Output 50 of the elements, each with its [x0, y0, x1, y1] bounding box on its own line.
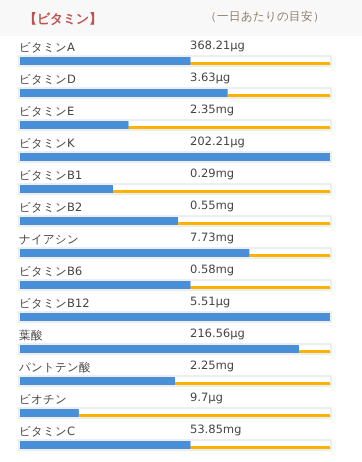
annotation: 7.73mg — [190, 230, 234, 244]
bar — [20, 249, 250, 257]
bar — [20, 281, 190, 289]
bar — [190, 62, 330, 65]
bar — [228, 94, 330, 97]
y-tick-label: ナイアシン — [19, 232, 79, 246]
annotation: 5.51μg — [190, 294, 230, 308]
bar — [20, 217, 178, 225]
bar — [20, 185, 113, 193]
y-tick-label: パントテン酸 — [18, 360, 91, 374]
annotation: 2.35mg — [190, 102, 234, 116]
bar — [113, 190, 330, 193]
annotation: 0.58mg — [190, 262, 234, 276]
bar — [175, 382, 330, 385]
y-tick-label: ビタミンB6 — [19, 264, 82, 278]
annotation: 9.7μg — [190, 390, 223, 404]
bar — [128, 126, 330, 129]
y-tick-label: ビタミンB2 — [19, 200, 82, 214]
annotation: 202.21μg — [190, 134, 245, 148]
annotation: 216.56μg — [190, 326, 245, 340]
annotation: 368.21μg — [190, 38, 245, 52]
y-tick-label: ビタミンD — [19, 72, 76, 86]
y-tick-label: 葉酸 — [19, 328, 43, 342]
bar — [20, 57, 190, 65]
y-tick-label: ビオチン — [19, 392, 67, 406]
bar — [20, 345, 299, 353]
bar — [299, 350, 330, 353]
bar — [20, 441, 190, 449]
bar — [20, 89, 228, 97]
y-tick-label: ビタミンB12 — [19, 296, 90, 310]
bar — [20, 409, 79, 417]
chart-title: 【ビタミン】 — [24, 11, 102, 27]
annotation: 3.63μg — [190, 70, 230, 84]
annotation: 53.85mg — [190, 422, 242, 436]
bar — [249, 254, 330, 257]
y-tick-label: ビタミンE — [19, 104, 74, 118]
annotation: 0.29mg — [190, 166, 234, 180]
y-tick-label: ビタミンK — [19, 136, 75, 150]
y-tick-label: ビタミンB1 — [19, 168, 82, 182]
annotation: 2.25mg — [190, 358, 234, 372]
bar — [20, 377, 175, 385]
bar — [178, 222, 330, 225]
y-tick-label: ビタミンA — [19, 40, 75, 54]
bar — [20, 121, 128, 129]
bar — [190, 446, 330, 449]
bar — [190, 286, 330, 289]
y-tick-label: ビタミンC — [19, 424, 76, 438]
chart-subtitle: （一日あたりの目安） — [205, 9, 325, 23]
bar — [78, 414, 330, 417]
annotation: 0.55mg — [190, 198, 234, 212]
